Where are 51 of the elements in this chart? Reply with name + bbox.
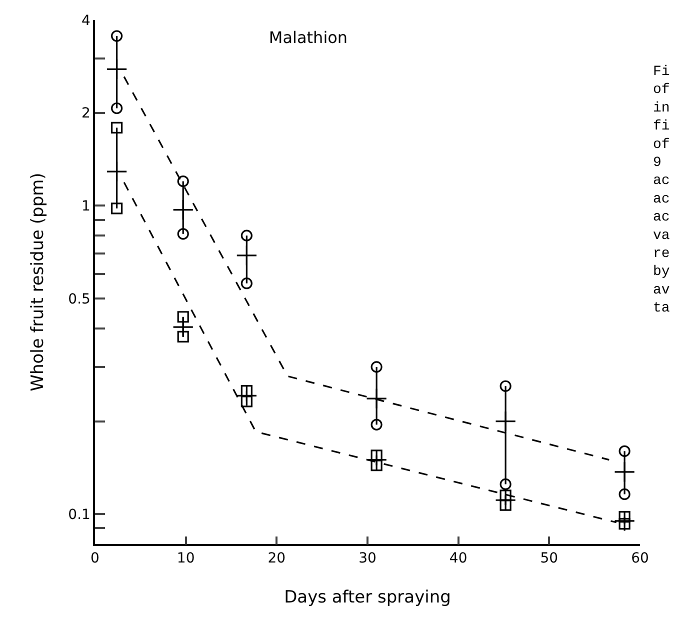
- x-axis-title: Days after spraying: [284, 587, 451, 608]
- point: [177, 228, 189, 240]
- point: [236, 385, 258, 406]
- point: [111, 202, 123, 214]
- point: [614, 461, 636, 483]
- text: Fi of in fi of 9 ac ac ac va re by av ta: [653, 64, 670, 317]
- point: [177, 311, 189, 323]
- point: [618, 488, 630, 500]
- y-tick-label: 0.5: [68, 291, 90, 308]
- point: [370, 459, 382, 472]
- point: [106, 58, 128, 80]
- point: [106, 160, 128, 182]
- x-tick-label: 30: [358, 550, 376, 567]
- y-axis-title: Whole fruit residue (ppm): [28, 172, 48, 392]
- x-tick-label: 10: [176, 550, 195, 567]
- point: [111, 102, 123, 114]
- point: [172, 199, 194, 220]
- point: [500, 478, 512, 490]
- point: [618, 518, 630, 530]
- y-tick-label: 4: [82, 12, 91, 29]
- point: [177, 175, 189, 188]
- point: [240, 230, 252, 242]
- y-tick-label: 0.1: [68, 507, 90, 524]
- point: [500, 490, 512, 502]
- point: [236, 244, 258, 266]
- point: [494, 410, 516, 432]
- point: [618, 511, 630, 523]
- point: [172, 316, 194, 338]
- point: [111, 122, 123, 134]
- point: [240, 396, 252, 408]
- x-tick-label: 50: [540, 550, 558, 567]
- point: [177, 330, 189, 343]
- point: [500, 499, 512, 511]
- point: [618, 445, 630, 457]
- point: [370, 361, 382, 373]
- text: Malathion: [268, 28, 348, 48]
- point: [370, 450, 382, 462]
- x-tick-label: 40: [449, 550, 468, 567]
- point: [370, 418, 382, 430]
- y-tick-label: 2: [82, 106, 90, 122]
- x-tick-label: 20: [268, 550, 286, 567]
- point: [366, 449, 388, 470]
- point: [240, 385, 252, 397]
- point: [240, 278, 252, 290]
- point: [111, 30, 123, 42]
- point: [500, 380, 512, 392]
- x-tick-label: 0: [90, 550, 100, 567]
- x-tick-label: 60: [631, 550, 649, 567]
- point: [494, 490, 516, 511]
- point: [366, 388, 388, 410]
- y-tick-label: 1: [82, 198, 90, 215]
